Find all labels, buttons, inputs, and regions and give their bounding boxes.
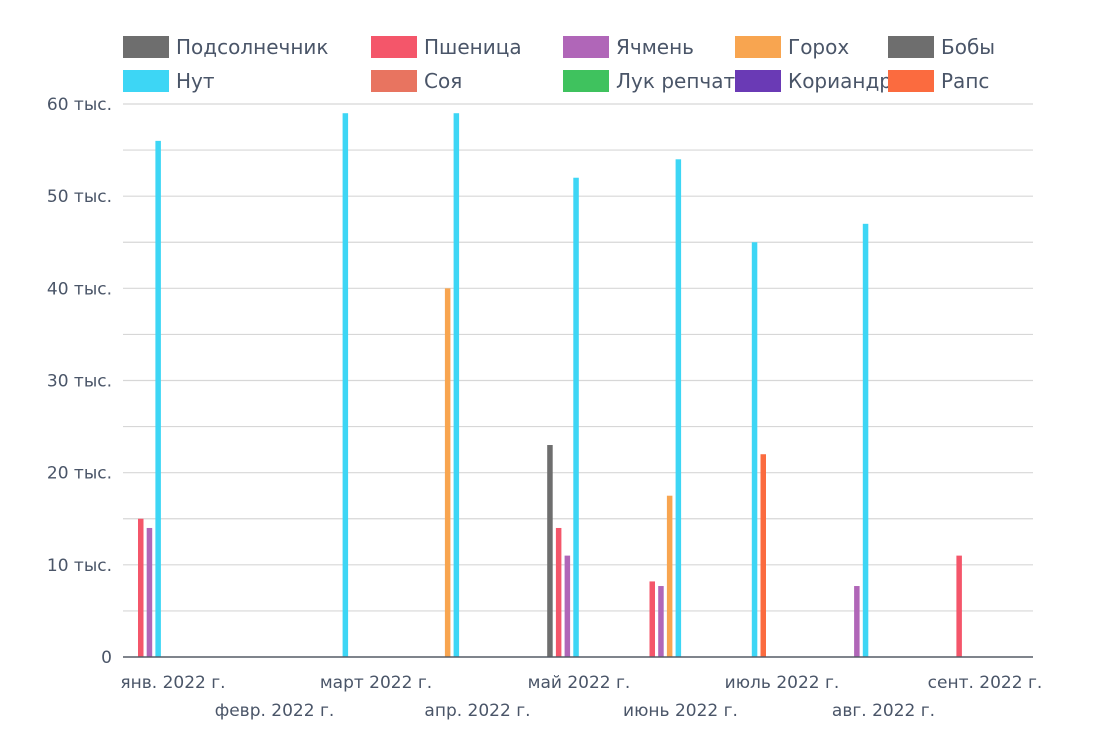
x-tick-label: апр. 2022 г. [424,701,530,721]
legend: Подсолнечник Пшеница Ячмень Горох Бобы Нут Соя… [123,35,995,93]
legend-label: Нут [176,69,215,93]
bar [658,586,664,657]
legend-swatch [888,36,934,58]
legend-swatch [563,70,609,92]
legend-swatch [123,36,169,58]
legend-item[interactable]: Нут [123,69,215,93]
legend-swatch [123,70,169,92]
bar [666,495,673,657]
legend-swatch [735,36,781,58]
legend-item[interactable]: Кориандр [735,69,892,93]
legend-label: Кориандр [788,69,892,93]
bar [649,581,655,657]
legend-item[interactable]: Соя [371,69,462,93]
y-tick-label: 50 тыс. [47,187,112,207]
legend-item[interactable]: Подсолнечник [123,35,328,59]
bar [564,555,571,657]
legend-label: Соя [424,69,462,93]
bar [138,518,144,657]
x-tick-label: март 2022 г. [320,673,432,693]
legend-item[interactable]: Лук репчатый [563,69,764,93]
bar [444,288,451,657]
legend-swatch [735,70,781,92]
bar [555,527,562,657]
bar [675,159,682,658]
bar [342,113,349,657]
y-tick-label: 40 тыс. [47,279,112,299]
bar [453,113,460,657]
x-tick-label: янв. 2022 г. [120,673,225,693]
legend-label: Бобы [941,35,995,59]
bar [862,223,869,658]
legend-label: Горох [788,35,849,59]
legend-swatch [563,36,609,58]
legend-label: Рапс [941,69,989,93]
x-tick-label: сент. 2022 г. [928,673,1043,693]
legend-item[interactable]: Горох [735,35,849,59]
x-tick-label: июль 2022 г. [725,673,840,693]
bars [138,113,962,658]
y-tick-label: 30 тыс. [47,372,112,392]
legend-label: Подсолнечник [176,35,328,59]
y-tick-label: 0 [101,648,112,668]
bar [146,527,153,657]
bar [547,445,553,657]
x-tick-label: авг. 2022 г. [832,701,935,721]
bar [155,140,161,657]
legend-item[interactable]: Пшеница [371,35,522,59]
legend-swatch [371,36,417,58]
x-tick-label: май 2022 г. [528,673,631,693]
x-axis: янв. 2022 г. февр. 2022 г. март 2022 г. апр… [120,656,1043,721]
x-tick-label: февр. 2022 г. [215,701,335,721]
legend-label: Ячмень [616,35,694,59]
bar [751,242,758,657]
x-tick-label: июнь 2022 г. [623,701,738,721]
legend-item[interactable]: Ячмень [563,35,694,59]
legend-item[interactable]: Бобы [888,35,995,59]
bar [760,454,766,657]
y-tick-label: 20 тыс. [47,464,112,484]
legend-swatch [888,70,934,92]
y-axis: 0 10 тыс. 20 тыс. 30 тыс. 40 тыс. 50 тыс. 60 т… [47,95,112,668]
legend-label: Пшеница [424,35,522,59]
bar [854,586,860,657]
bar [956,555,962,657]
y-tick-label: 10 тыс. [47,556,112,576]
legend-swatch [371,70,417,92]
bar [573,177,579,657]
legend-item[interactable]: Рапс [888,69,989,93]
y-tick-label: 60 тыс. [47,95,112,115]
